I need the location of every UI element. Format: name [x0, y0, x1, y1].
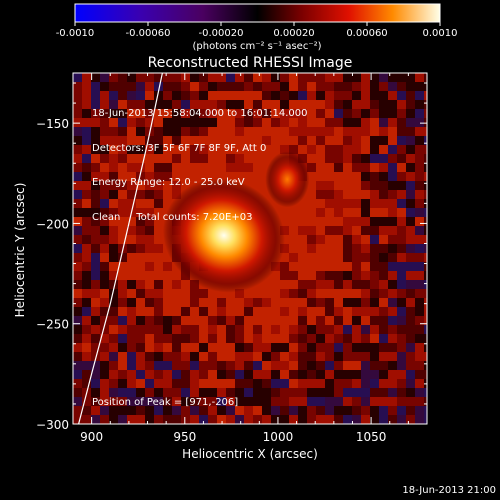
colorbar-unit-label: (photons cm⁻² s⁻¹ asec⁻²) — [192, 41, 321, 52]
x-axis-label: Heliocentric X (arcsec) — [182, 447, 318, 461]
hxr-sources — [162, 151, 310, 293]
peak-source — [162, 178, 285, 293]
y-tick-label: −250 — [36, 318, 69, 332]
plot-frame — [72, 72, 428, 425]
colorbar-tick-label: 0.00020 — [273, 28, 314, 39]
x-tick-label: 950 — [173, 430, 196, 444]
x-tick-label: 1000 — [263, 430, 294, 444]
y-axis-label: Heliocentric Y (arcsec) — [13, 183, 27, 318]
solar-limb-line — [78, 73, 163, 424]
colorbar-tick-label: -0.00060 — [126, 28, 171, 39]
footer-timestamp: 18-Jun-2013 21:00 — [402, 485, 496, 496]
chart-title: Reconstructed RHESSI Image — [148, 55, 353, 71]
peak-position-label: Position of Peak = [971,-206] — [92, 397, 239, 408]
colorbar-ticks: -0.0010 -0.00060 -0.00020 0.00020 0.00060 0.0… — [56, 22, 458, 39]
annotation-energy-range: Energy Range: 12.0 - 25.0 keV — [92, 177, 245, 188]
colorbar-tick-label: -0.00020 — [199, 28, 244, 39]
colorbar-tick-label: 0.00060 — [346, 28, 387, 39]
y-tick-label: −200 — [36, 217, 69, 231]
annotation-counts: Clean Total counts: 7.20E+03 — [92, 211, 253, 223]
annotation-detectors: Detectors: 3F 5F 6F 7F 8F 9F, Att 0 — [92, 142, 267, 154]
colorbar-tick-label: 0.0010 — [423, 28, 458, 39]
colorbar-tick-label: -0.0010 — [56, 28, 95, 39]
colorbar — [75, 4, 440, 22]
y-tick-label: −150 — [36, 117, 69, 131]
annotation-block: 18-Jun-2013 15:58:04.000 to 16:01:14.000… — [92, 85, 308, 235]
axis-ticks: 900 950 1000 1050 −150 −200 −250 −300 — [36, 73, 427, 444]
secondary-source — [265, 151, 310, 208]
annotation-time-range: 18-Jun-2013 15:58:04.000 to 16:01:14.000 — [92, 108, 308, 119]
y-tick-label: −300 — [36, 418, 69, 432]
x-tick-label: 900 — [80, 430, 103, 444]
x-tick-label: 1050 — [356, 430, 387, 444]
